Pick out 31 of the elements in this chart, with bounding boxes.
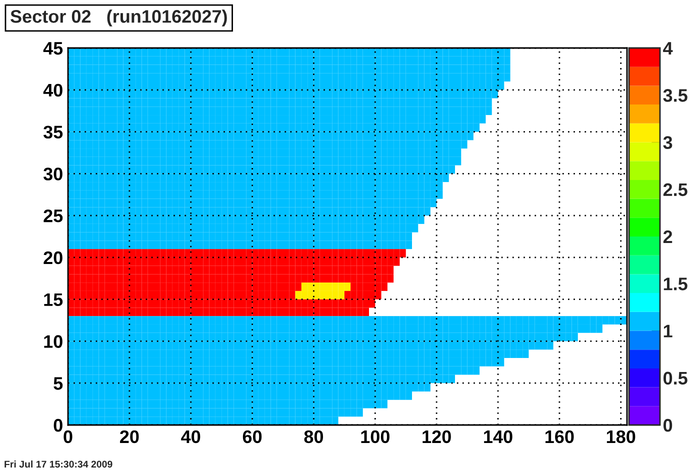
y-tick-label: 25 bbox=[44, 209, 63, 222]
x-tick-label: 120 bbox=[422, 430, 451, 444]
x-tick-label: 60 bbox=[242, 430, 262, 444]
y-tick-label: 45 bbox=[43, 42, 63, 55]
x-tick-label: 40 bbox=[181, 430, 200, 444]
x-tick-label: 180 bbox=[606, 430, 636, 444]
x-tick-label: 20 bbox=[120, 430, 139, 444]
y-tick-label: 35 bbox=[43, 126, 63, 139]
color-bar-label: 4 bbox=[663, 42, 673, 55]
y-tick-label: 30 bbox=[43, 168, 62, 180]
y-tick-label: 0 bbox=[54, 418, 62, 432]
x-tick-label: 140 bbox=[484, 430, 512, 444]
y-tick-label: 10 bbox=[44, 335, 62, 348]
color-bar-label: 0.5 bbox=[663, 372, 688, 385]
y-tick-label: 15 bbox=[44, 293, 63, 306]
color-bar-label: 0 bbox=[663, 418, 672, 432]
x-tick-label: 100 bbox=[361, 430, 390, 444]
x-tick-label: 80 bbox=[304, 430, 324, 444]
color-bar-label: 1.5 bbox=[664, 278, 688, 290]
color-bar-label: 2.5 bbox=[663, 183, 688, 196]
chart-title: Sector 02 (run10162027) bbox=[10, 10, 227, 26]
color-bar-label: 3.5 bbox=[663, 89, 688, 102]
text: Fri Jul 17 15:30:34 2009 bbox=[4, 460, 112, 468]
x-tick-label: 0 bbox=[64, 430, 72, 444]
y-tick-label: 5 bbox=[54, 377, 63, 390]
x-tick-label: 160 bbox=[546, 430, 574, 444]
y-tick-label: 20 bbox=[44, 251, 62, 264]
y-tick-label: 40 bbox=[43, 84, 62, 97]
color-bar-label: 1 bbox=[664, 324, 672, 338]
color-bar-label: 2 bbox=[663, 230, 672, 244]
color-bar-label: 3 bbox=[663, 136, 672, 149]
